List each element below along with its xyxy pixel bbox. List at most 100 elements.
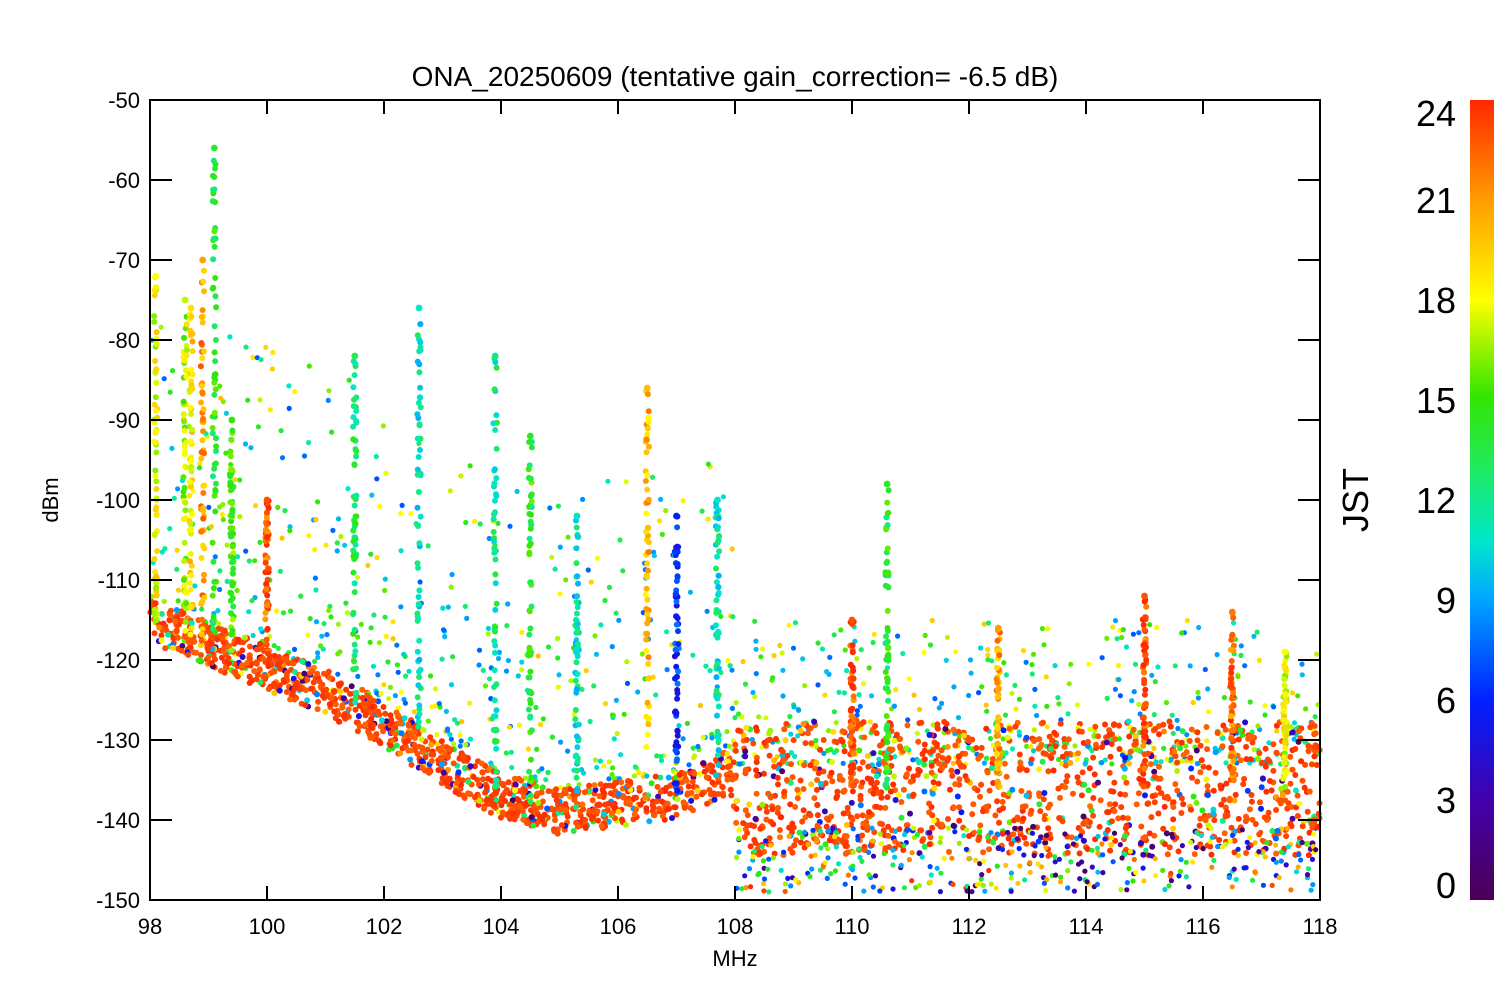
data-point	[687, 589, 694, 595]
data-point	[440, 627, 447, 633]
data-point	[1085, 738, 1091, 745]
data-point	[930, 722, 936, 728]
data-point	[623, 479, 629, 485]
data-point	[719, 783, 726, 790]
data-point	[415, 601, 422, 608]
data-point	[152, 473, 159, 479]
data-point	[555, 503, 562, 509]
colorbar	[1470, 100, 1494, 900]
data-point	[153, 511, 160, 518]
data-point	[943, 657, 949, 663]
data-point	[183, 321, 190, 328]
data-point	[994, 740, 1001, 747]
data-point	[1270, 767, 1277, 774]
data-point	[1258, 805, 1264, 812]
data-point	[316, 678, 323, 685]
data-point	[952, 781, 959, 788]
data-point	[643, 384, 651, 392]
data-point	[1080, 820, 1087, 827]
data-point	[1227, 646, 1234, 653]
data-point	[573, 599, 580, 605]
data-point	[484, 796, 491, 803]
data-point	[1145, 738, 1152, 745]
data-point	[414, 648, 421, 655]
data-point	[979, 872, 985, 878]
data-point	[455, 769, 462, 776]
data-point	[228, 437, 235, 443]
data-point	[226, 660, 232, 667]
data-point	[1205, 686, 1211, 692]
data-point	[765, 866, 771, 872]
data-point	[491, 649, 498, 656]
data-point	[198, 631, 205, 638]
data-point	[690, 652, 696, 658]
data-point	[596, 793, 603, 800]
data-point	[848, 765, 855, 772]
data-point	[283, 689, 290, 695]
data-point	[631, 811, 638, 818]
data-point	[557, 785, 564, 791]
data-point	[1174, 787, 1181, 794]
data-point	[161, 376, 167, 382]
data-point	[1258, 829, 1264, 835]
data-point	[1266, 740, 1272, 746]
data-point	[1057, 720, 1064, 727]
data-point	[1065, 885, 1071, 891]
data-point	[1194, 778, 1201, 785]
data-point	[716, 548, 723, 555]
data-point	[574, 759, 581, 765]
data-point	[890, 847, 896, 853]
data-point	[1281, 739, 1288, 746]
data-point	[187, 458, 194, 464]
data-point	[1256, 750, 1263, 757]
data-point	[1016, 729, 1022, 735]
data-point	[200, 577, 207, 584]
data-point	[1115, 815, 1122, 822]
data-point	[884, 607, 891, 614]
data-point	[526, 631, 533, 638]
data-point	[173, 628, 180, 635]
data-point	[436, 701, 442, 707]
data-point	[428, 758, 435, 764]
data-point	[1151, 773, 1158, 780]
data-point	[348, 683, 355, 690]
data-point	[802, 829, 808, 835]
data-point	[493, 492, 500, 499]
data-point	[527, 668, 534, 675]
data-point	[182, 627, 189, 634]
data-point	[746, 866, 753, 872]
data-point	[180, 488, 187, 495]
data-point	[1095, 869, 1101, 875]
data-point	[713, 609, 720, 616]
data-point	[511, 787, 518, 794]
data-point	[1077, 876, 1083, 882]
data-point	[365, 562, 371, 569]
data-point	[188, 625, 195, 632]
data-point	[587, 718, 593, 725]
data-point	[930, 817, 937, 824]
data-point	[508, 749, 514, 755]
data-point	[794, 795, 801, 802]
data-point	[1178, 795, 1185, 802]
data-point	[1137, 840, 1144, 847]
data-point	[1028, 807, 1035, 814]
data-point	[1229, 631, 1236, 638]
data-point	[980, 808, 986, 815]
data-point	[490, 529, 497, 535]
data-point	[180, 610, 187, 617]
data-point	[307, 616, 313, 622]
data-point	[1131, 856, 1137, 863]
data-point	[271, 643, 277, 649]
x-tick-label: 102	[366, 914, 403, 939]
chart-title: ONA_20250609 (tentative gain_correction=…	[412, 61, 1059, 92]
data-point	[1140, 662, 1147, 669]
data-point	[573, 752, 580, 759]
data-point	[1041, 642, 1047, 648]
data-point	[842, 843, 849, 849]
data-point	[574, 620, 581, 627]
data-point	[573, 545, 580, 552]
y-tick-label: -70	[108, 248, 140, 273]
data-point	[1151, 832, 1158, 839]
data-point	[1015, 880, 1021, 886]
data-point	[353, 513, 360, 520]
